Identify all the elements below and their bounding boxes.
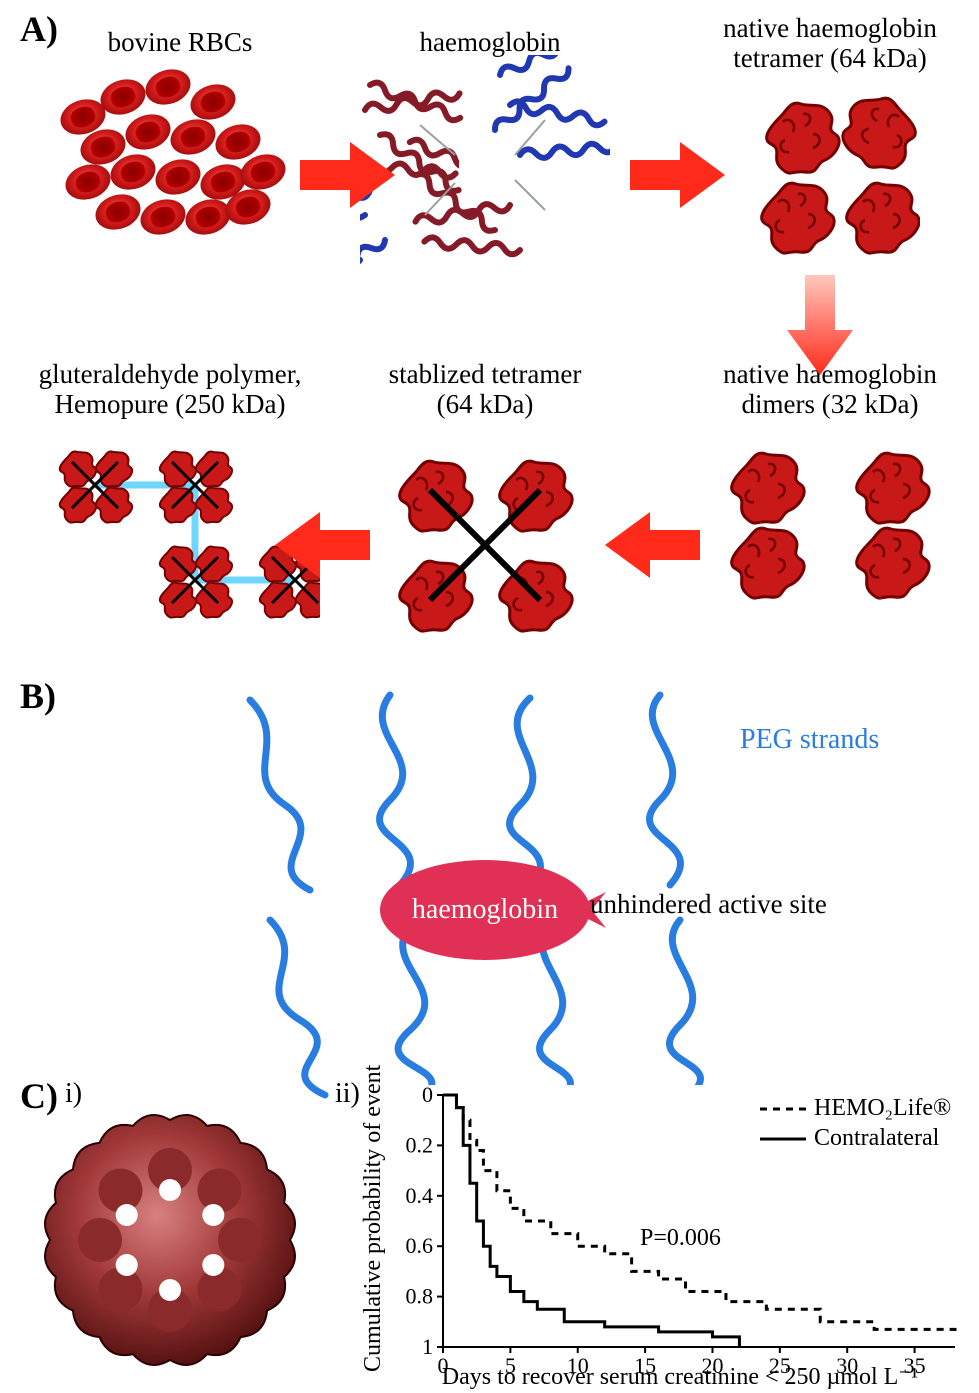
legend-hemo2life-label: HEMO₂Life® — [814, 1095, 951, 1122]
caption-polymer: gluteraldehyde polymer, Hemopure (250 kD… — [30, 360, 310, 419]
peg-label: PEG strands — [740, 725, 920, 756]
svg-text:0.4: 0.4 — [406, 1183, 434, 1208]
haemoglobin-ellipse-label: haemoglobin — [412, 894, 558, 926]
chart-pvalue: P=0.006 — [640, 1225, 721, 1252]
hemo2life-icon — [40, 1110, 300, 1370]
caption-stabilized: stablized tetramer (64 kDa) — [370, 360, 600, 419]
legend-hemo2life: HEMO₂Life® — [760, 1095, 951, 1122]
legend-contralateral-label: Contralateral — [814, 1125, 939, 1152]
panel-b-label: B) — [20, 675, 56, 717]
svg-text:0.6: 0.6 — [406, 1233, 434, 1258]
svg-text:0.2: 0.2 — [406, 1132, 434, 1157]
svg-text:0: 0 — [422, 1085, 433, 1107]
polymer-hemopure — [40, 430, 300, 640]
chart-xlabel: Days to recover serum creatinine < 250 µ… — [395, 1362, 965, 1391]
rbc-cluster — [60, 70, 290, 250]
panel-c-sub-i: i) — [65, 1078, 82, 1110]
svg-text:0.8: 0.8 — [406, 1284, 434, 1309]
svg-text:1: 1 — [422, 1334, 433, 1359]
caption-dimers: native haemoglobin dimers (32 kDa) — [700, 360, 960, 419]
haemoglobin-ribbon — [360, 55, 610, 275]
caption-rbcs: bovine RBCs — [70, 28, 290, 58]
native-dimers — [730, 445, 930, 595]
legend-contralateral: Contralateral — [760, 1125, 939, 1152]
panel-a-label: A) — [20, 8, 58, 50]
chart-ylabel: Cumulative probability of event — [360, 1065, 387, 1372]
haemoglobin-ellipse: haemoglobin — [380, 860, 590, 960]
caption-tetramer: native haemoglobin tetramer (64 kDa) — [700, 14, 960, 73]
stabilized-tetramer — [390, 450, 570, 630]
panel-c-sub-ii: ii) — [335, 1078, 360, 1110]
native-tetramer — [760, 95, 920, 255]
caption-hb: haemoglobin — [380, 28, 600, 58]
active-site-label: unhindered active site — [590, 890, 890, 920]
